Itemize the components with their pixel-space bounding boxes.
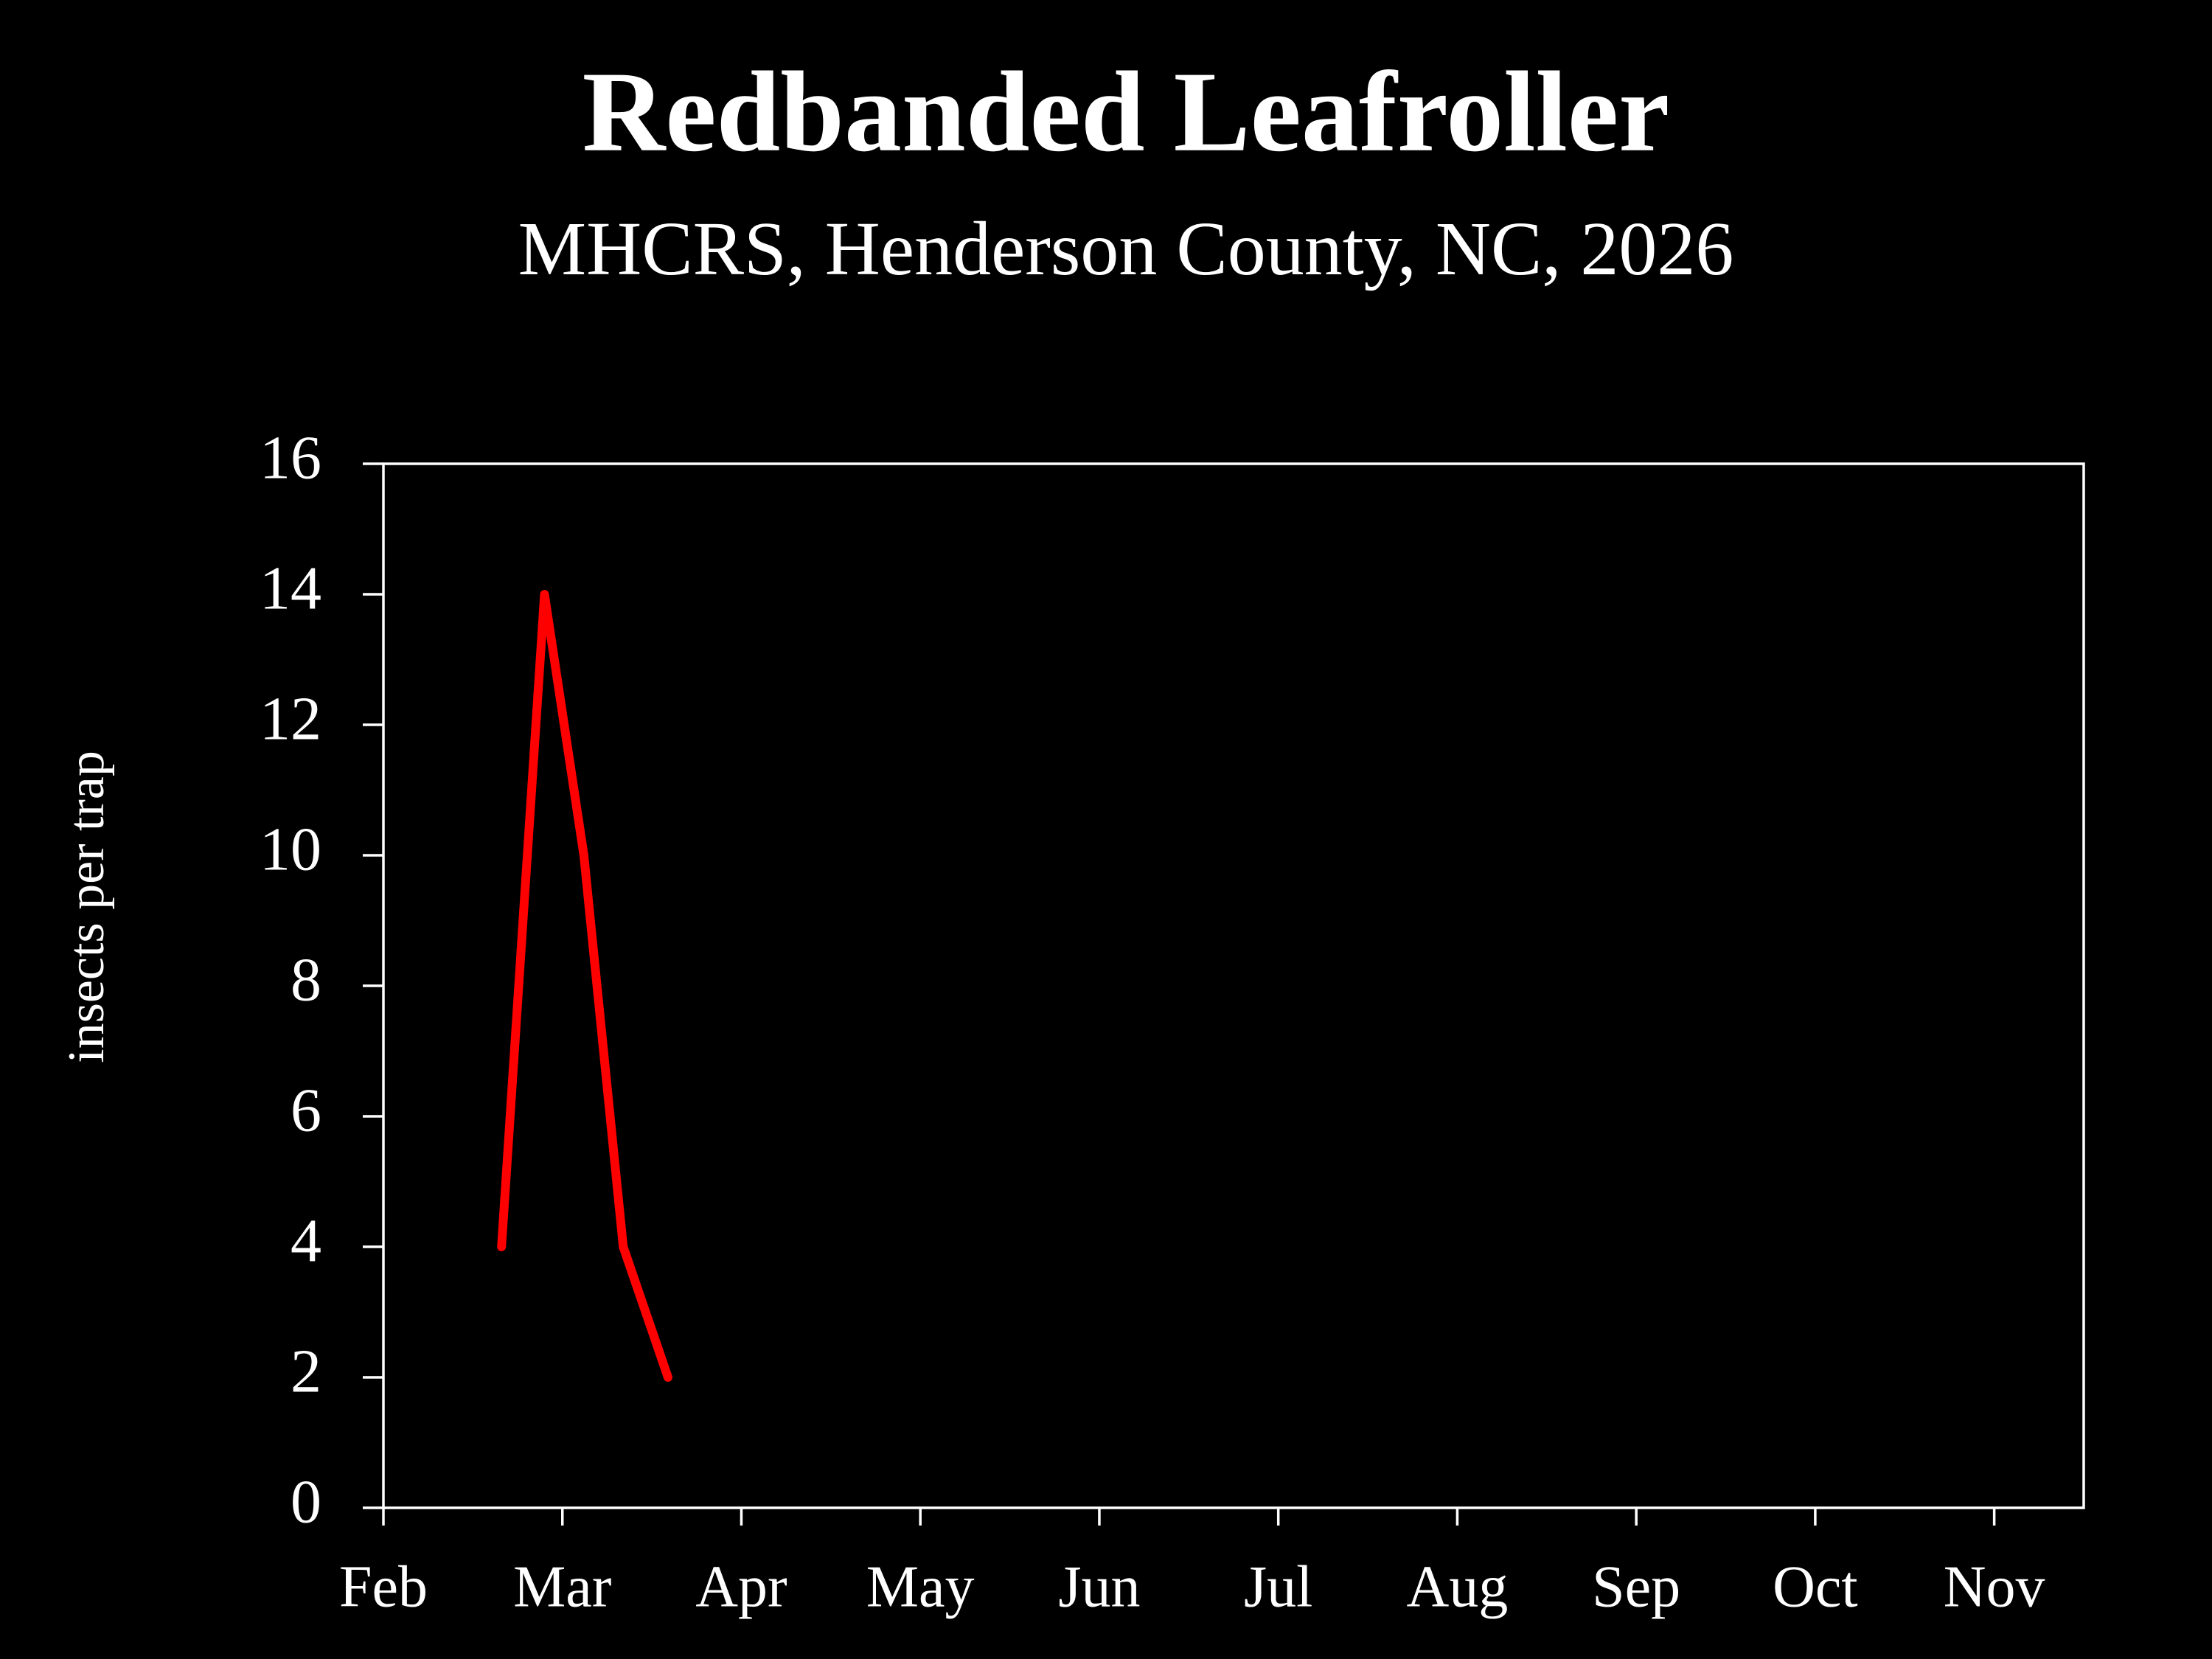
y-tick-label: 2 xyxy=(291,1337,321,1405)
x-tick-label: Jun xyxy=(1058,1554,1140,1619)
y-tick-label: 14 xyxy=(260,554,321,622)
x-tick-label: Nov xyxy=(1944,1554,2045,1619)
y-tick-label: 4 xyxy=(291,1206,321,1275)
x-tick-label: May xyxy=(866,1554,975,1619)
y-tick-label: 0 xyxy=(291,1467,321,1536)
y-tick-label: 6 xyxy=(291,1076,321,1144)
x-tick-label: Feb xyxy=(339,1554,428,1619)
x-tick-label: Apr xyxy=(695,1554,787,1619)
data-line xyxy=(497,590,672,1382)
x-tick-label: Oct xyxy=(1773,1554,1858,1619)
y-tick-label: 8 xyxy=(291,945,321,1014)
x-tick-label: Sep xyxy=(1592,1554,1680,1619)
y-tick-label: 12 xyxy=(260,684,321,753)
chart-title: Redbanded Leafroller xyxy=(582,48,1670,175)
chart-subtitle: MHCRS, Henderson County, NC, 2026 xyxy=(518,206,1734,291)
y-tick-label: 10 xyxy=(260,815,321,883)
y-axis-label: insects per trap xyxy=(58,751,115,1063)
y-tick-label: 16 xyxy=(260,423,321,492)
x-tick-label: Jul xyxy=(1244,1554,1312,1619)
x-tick-label: Mar xyxy=(513,1554,611,1619)
x-tick-label: Aug xyxy=(1407,1554,1509,1619)
